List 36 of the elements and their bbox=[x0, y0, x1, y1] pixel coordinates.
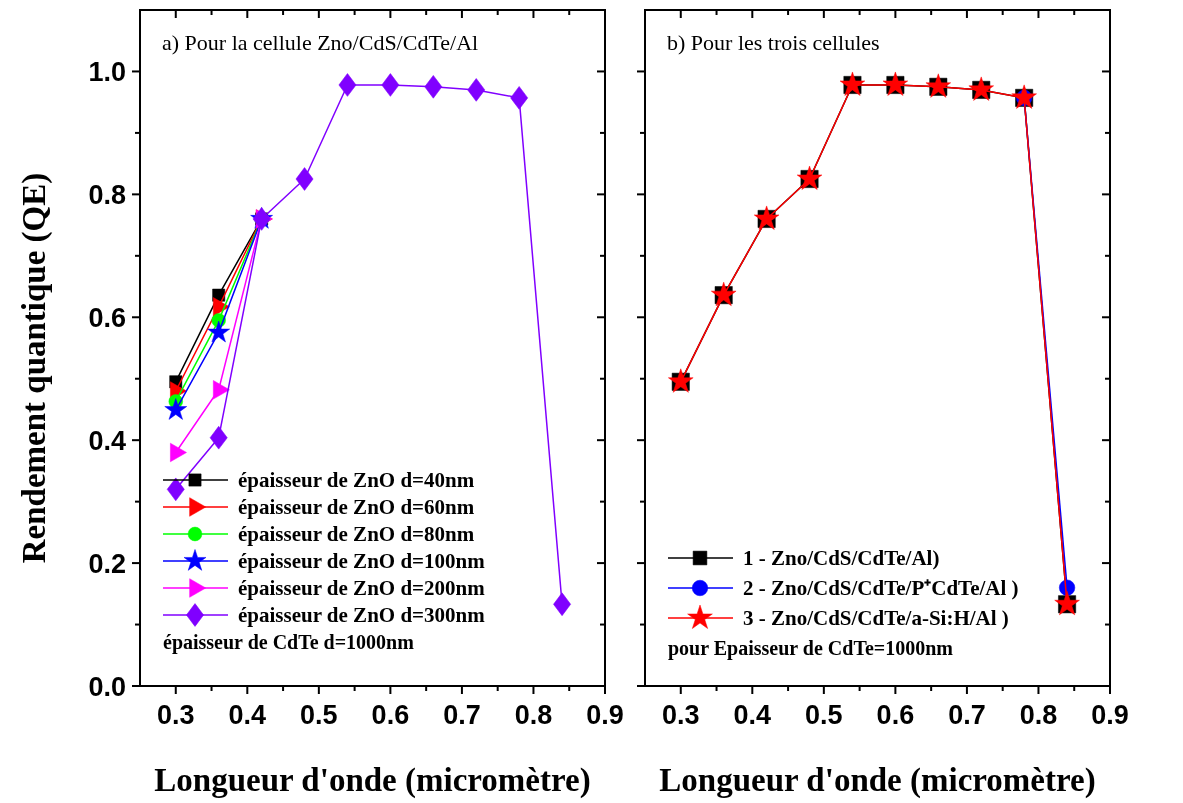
x-tick-label: 0.4 bbox=[733, 700, 772, 730]
x-tick-label: 0.7 bbox=[948, 700, 986, 730]
x-tick-label: 0.9 bbox=[1091, 700, 1129, 730]
legend-label: 2 - Zno/CdS/CdTe/P⁺CdTe/Al ) bbox=[743, 576, 1019, 600]
x-tick-label: 0.4 bbox=[228, 700, 267, 730]
text: b) Pour les trois cellules bbox=[667, 30, 880, 55]
x-tick-label: 0.7 bbox=[443, 700, 481, 730]
x-tick-label: 0.6 bbox=[876, 700, 915, 730]
y-axis-title: Rendement quantique (QE) bbox=[16, 172, 53, 564]
y-tick-label: 0.0 bbox=[88, 672, 126, 702]
x-axis-title: Longueur d'onde (micromètre) bbox=[154, 762, 591, 799]
legend-label: épaisseur de ZnO d=40nm bbox=[238, 468, 475, 492]
x-axis-title: Longueur d'onde (micromètre) bbox=[659, 762, 1096, 799]
x-tick-label: 0.9 bbox=[586, 700, 624, 730]
text: a) Pour la cellule Zno/CdS/CdTe/Al bbox=[162, 30, 479, 55]
x-tick-label: 0.5 bbox=[805, 700, 843, 730]
legend-label: épaisseur de ZnO d=60nm bbox=[238, 495, 475, 519]
annotation: pour Epaisseur de CdTe=1000nm bbox=[668, 637, 954, 660]
legend-label: épaisseur de ZnO d=80nm bbox=[238, 522, 475, 546]
x-tick-label: 0.8 bbox=[1019, 700, 1058, 730]
legend-label: 1 - Zno/CdS/CdTe/Al) bbox=[743, 546, 940, 570]
annotation: épaisseur de CdTe d=1000nm bbox=[163, 631, 415, 654]
y-tick-label: 0.8 bbox=[88, 180, 126, 211]
legend-label: épaisseur de ZnO d=300nm bbox=[238, 603, 486, 627]
y-tick-label: 0.4 bbox=[88, 426, 126, 457]
legend-label: épaisseur de ZnO d=200nm bbox=[238, 576, 486, 600]
y-tick-label: 1.0 bbox=[88, 57, 126, 88]
legend-label: épaisseur de ZnO d=100nm bbox=[238, 549, 486, 573]
x-tick-label: 0.6 bbox=[371, 700, 410, 730]
x-tick-label: 0.8 bbox=[514, 700, 553, 730]
x-tick-label: 0.3 bbox=[662, 700, 700, 730]
legend-label: 3 - Zno/CdS/CdTe/a-Si:H/Al ) bbox=[743, 606, 1009, 630]
x-tick-label: 0.5 bbox=[300, 700, 338, 730]
x-tick-label: 0.3 bbox=[157, 700, 195, 730]
y-tick-label: 0.2 bbox=[88, 549, 126, 580]
y-tick-label: 0.6 bbox=[88, 303, 126, 334]
